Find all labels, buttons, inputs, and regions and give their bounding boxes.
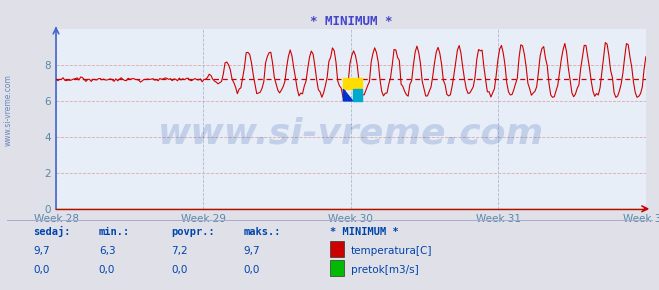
Text: 9,7: 9,7 [33, 246, 49, 256]
Title: * MINIMUM *: * MINIMUM * [310, 15, 392, 28]
Text: * MINIMUM *: * MINIMUM * [330, 227, 398, 237]
Text: sedaj:: sedaj: [33, 226, 71, 237]
Text: 0,0: 0,0 [244, 264, 260, 275]
Text: 6,3: 6,3 [99, 246, 115, 256]
Polygon shape [353, 89, 362, 101]
Polygon shape [343, 89, 353, 101]
Text: povpr.:: povpr.: [171, 227, 215, 237]
Text: min.:: min.: [99, 227, 130, 237]
Text: maks.:: maks.: [244, 227, 281, 237]
Text: www.si-vreme.com: www.si-vreme.com [3, 74, 13, 146]
Text: 0,0: 0,0 [171, 264, 188, 275]
Bar [343, 77, 362, 89]
Text: 0,0: 0,0 [33, 264, 49, 275]
Text: 7,2: 7,2 [171, 246, 188, 256]
Text: pretok[m3/s]: pretok[m3/s] [351, 264, 418, 275]
Text: 0,0: 0,0 [99, 264, 115, 275]
Text: www.si-vreme.com: www.si-vreme.com [158, 116, 544, 150]
Text: 9,7: 9,7 [244, 246, 260, 256]
Text: temperatura[C]: temperatura[C] [351, 246, 432, 256]
